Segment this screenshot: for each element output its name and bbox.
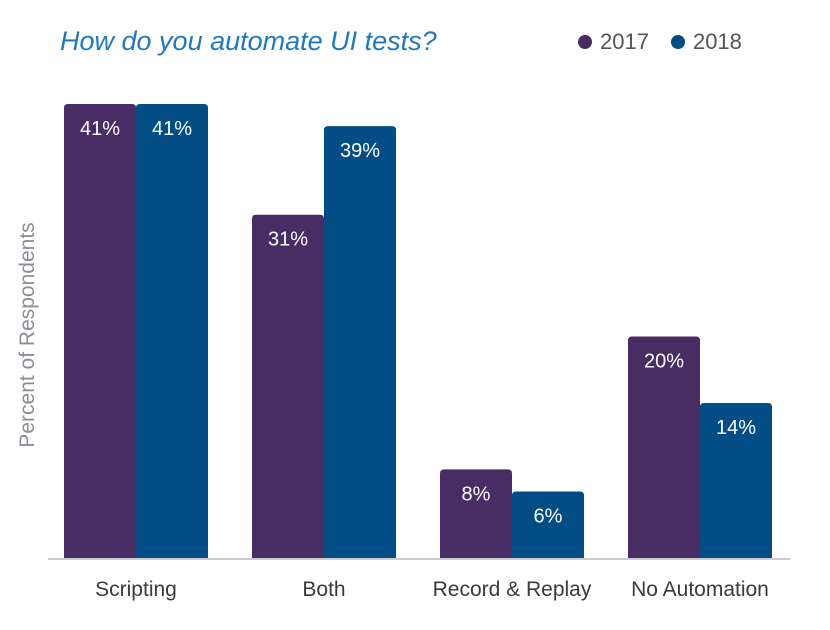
legend-swatch-2018 bbox=[670, 35, 685, 49]
data-label-both-2018: 39% bbox=[340, 140, 380, 162]
legend-swatch-2017 bbox=[578, 35, 592, 49]
bar-scripting-2017 bbox=[64, 104, 136, 558]
bar-no-automation-2018 bbox=[700, 402, 772, 558]
bar-both-2018 bbox=[324, 126, 396, 559]
chart-title: How do you automate UI tests? bbox=[60, 26, 437, 56]
x-tick-label-no-automation: No Automation bbox=[631, 578, 769, 601]
legend-item-2018: 2018 bbox=[670, 29, 742, 55]
legend-item-2017: 2017 bbox=[578, 29, 649, 55]
bar-both-2017 bbox=[252, 214, 324, 559]
data-label-no-automation-2018: 14% bbox=[716, 417, 756, 439]
legend: 2017 2018 bbox=[578, 29, 742, 55]
data-label-both-2017: 31% bbox=[268, 229, 308, 251]
data-label-record-replay-2018: 6% bbox=[534, 506, 563, 528]
data-label-scripting-2017: 41% bbox=[80, 118, 120, 140]
bar-scripting-2018 bbox=[136, 104, 208, 558]
legend-label-2018: 2018 bbox=[692, 29, 742, 54]
legend-label-2017: 2017 bbox=[600, 29, 649, 54]
x-tick-label-record-replay: Record & Replay bbox=[433, 578, 592, 601]
bar-no-automation-2017 bbox=[628, 336, 700, 558]
bar-record-replay-2017 bbox=[440, 469, 512, 558]
bar-record-replay-2018 bbox=[512, 491, 584, 558]
data-label-no-automation-2017: 20% bbox=[644, 351, 684, 373]
data-label-record-replay-2017: 8% bbox=[462, 483, 491, 505]
x-tick-label-scripting: Scripting bbox=[95, 578, 177, 601]
data-label-scripting-2018: 41% bbox=[152, 118, 192, 140]
x-tick-label-both: Both bbox=[302, 578, 345, 601]
